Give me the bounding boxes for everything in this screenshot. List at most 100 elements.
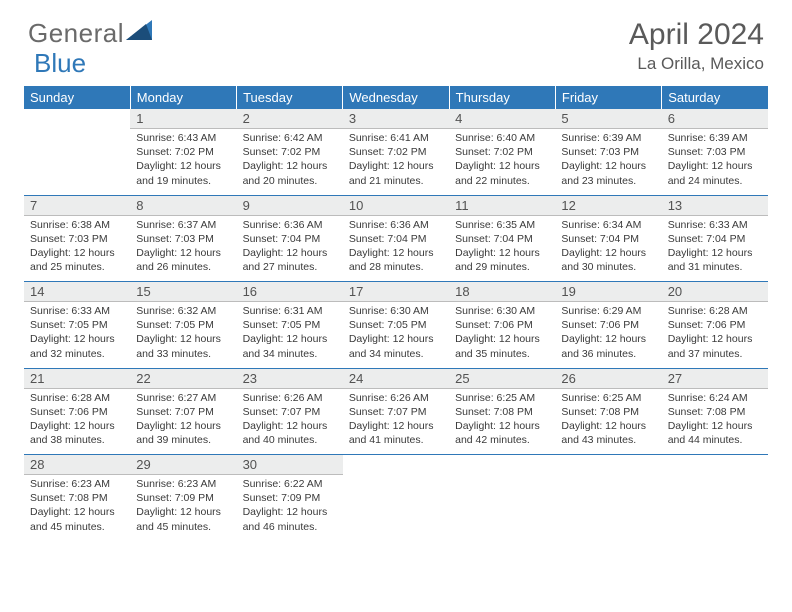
day-details: Sunrise: 6:26 AMSunset: 7:07 PMDaylight:… bbox=[237, 389, 343, 450]
calendar-cell: 25Sunrise: 6:25 AMSunset: 7:08 PMDayligh… bbox=[449, 369, 555, 455]
day-details: Sunrise: 6:42 AMSunset: 7:02 PMDaylight:… bbox=[237, 129, 343, 190]
day-details: Sunrise: 6:39 AMSunset: 7:03 PMDaylight:… bbox=[555, 129, 661, 190]
day-number: 21 bbox=[24, 369, 130, 389]
day-details: Sunrise: 6:22 AMSunset: 7:09 PMDaylight:… bbox=[237, 475, 343, 536]
day-header: Monday bbox=[130, 86, 236, 109]
calendar-cell: 23Sunrise: 6:26 AMSunset: 7:07 PMDayligh… bbox=[237, 369, 343, 455]
day-details: Sunrise: 6:41 AMSunset: 7:02 PMDaylight:… bbox=[343, 129, 449, 190]
page-header: General April 2024 La Orilla, Mexico bbox=[0, 0, 792, 80]
day-details: Sunrise: 6:40 AMSunset: 7:02 PMDaylight:… bbox=[449, 129, 555, 190]
page-title: April 2024 bbox=[629, 18, 764, 52]
day-details: Sunrise: 6:30 AMSunset: 7:05 PMDaylight:… bbox=[343, 302, 449, 363]
calendar-cell: 22Sunrise: 6:27 AMSunset: 7:07 PMDayligh… bbox=[130, 369, 236, 455]
calendar-cell bbox=[24, 109, 130, 195]
day-details: Sunrise: 6:31 AMSunset: 7:05 PMDaylight:… bbox=[237, 302, 343, 363]
day-number: 4 bbox=[449, 109, 555, 129]
calendar-cell: 13Sunrise: 6:33 AMSunset: 7:04 PMDayligh… bbox=[662, 196, 768, 282]
day-number: 26 bbox=[555, 369, 661, 389]
day-number: 25 bbox=[449, 369, 555, 389]
calendar-cell bbox=[662, 455, 768, 541]
day-number: 22 bbox=[130, 369, 236, 389]
day-number: 27 bbox=[662, 369, 768, 389]
day-header: Friday bbox=[555, 86, 661, 109]
day-number: 16 bbox=[237, 282, 343, 302]
day-number: 7 bbox=[24, 196, 130, 216]
calendar-cell: 9Sunrise: 6:36 AMSunset: 7:04 PMDaylight… bbox=[237, 196, 343, 282]
day-number: 18 bbox=[449, 282, 555, 302]
calendar-cell: 29Sunrise: 6:23 AMSunset: 7:09 PMDayligh… bbox=[130, 455, 236, 541]
calendar-week: 28Sunrise: 6:23 AMSunset: 7:08 PMDayligh… bbox=[24, 455, 768, 541]
day-header: Tuesday bbox=[237, 86, 343, 109]
calendar-cell bbox=[449, 455, 555, 541]
calendar-cell bbox=[343, 455, 449, 541]
day-number: 30 bbox=[237, 455, 343, 475]
brand-name-2: Blue bbox=[34, 48, 86, 79]
day-details: Sunrise: 6:36 AMSunset: 7:04 PMDaylight:… bbox=[237, 216, 343, 277]
calendar-cell: 27Sunrise: 6:24 AMSunset: 7:08 PMDayligh… bbox=[662, 369, 768, 455]
day-number: 2 bbox=[237, 109, 343, 129]
location-text: La Orilla, Mexico bbox=[629, 54, 764, 74]
calendar-cell: 3Sunrise: 6:41 AMSunset: 7:02 PMDaylight… bbox=[343, 109, 449, 195]
calendar-cell: 24Sunrise: 6:26 AMSunset: 7:07 PMDayligh… bbox=[343, 369, 449, 455]
day-number: 15 bbox=[130, 282, 236, 302]
calendar-cell: 21Sunrise: 6:28 AMSunset: 7:06 PMDayligh… bbox=[24, 369, 130, 455]
calendar-week: 21Sunrise: 6:28 AMSunset: 7:06 PMDayligh… bbox=[24, 369, 768, 455]
calendar-cell: 12Sunrise: 6:34 AMSunset: 7:04 PMDayligh… bbox=[555, 196, 661, 282]
calendar-cell: 15Sunrise: 6:32 AMSunset: 7:05 PMDayligh… bbox=[130, 282, 236, 368]
day-details: Sunrise: 6:26 AMSunset: 7:07 PMDaylight:… bbox=[343, 389, 449, 450]
calendar-cell: 10Sunrise: 6:36 AMSunset: 7:04 PMDayligh… bbox=[343, 196, 449, 282]
calendar-week: 7Sunrise: 6:38 AMSunset: 7:03 PMDaylight… bbox=[24, 196, 768, 282]
day-details: Sunrise: 6:34 AMSunset: 7:04 PMDaylight:… bbox=[555, 216, 661, 277]
day-details: Sunrise: 6:33 AMSunset: 7:05 PMDaylight:… bbox=[24, 302, 130, 363]
day-details: Sunrise: 6:27 AMSunset: 7:07 PMDaylight:… bbox=[130, 389, 236, 450]
day-number: 23 bbox=[237, 369, 343, 389]
day-details: Sunrise: 6:23 AMSunset: 7:08 PMDaylight:… bbox=[24, 475, 130, 536]
day-details: Sunrise: 6:28 AMSunset: 7:06 PMDaylight:… bbox=[24, 389, 130, 450]
day-details: Sunrise: 6:38 AMSunset: 7:03 PMDaylight:… bbox=[24, 216, 130, 277]
day-number: 11 bbox=[449, 196, 555, 216]
day-number: 6 bbox=[662, 109, 768, 129]
day-details: Sunrise: 6:25 AMSunset: 7:08 PMDaylight:… bbox=[449, 389, 555, 450]
day-details: Sunrise: 6:25 AMSunset: 7:08 PMDaylight:… bbox=[555, 389, 661, 450]
day-number: 19 bbox=[555, 282, 661, 302]
brand-name-1: General bbox=[28, 18, 124, 49]
brand-logo: General bbox=[28, 18, 156, 49]
day-number: 1 bbox=[130, 109, 236, 129]
calendar-cell: 7Sunrise: 6:38 AMSunset: 7:03 PMDaylight… bbox=[24, 196, 130, 282]
calendar-cell: 17Sunrise: 6:30 AMSunset: 7:05 PMDayligh… bbox=[343, 282, 449, 368]
calendar-cell: 14Sunrise: 6:33 AMSunset: 7:05 PMDayligh… bbox=[24, 282, 130, 368]
day-header: Thursday bbox=[449, 86, 555, 109]
day-details: Sunrise: 6:36 AMSunset: 7:04 PMDaylight:… bbox=[343, 216, 449, 277]
day-details: Sunrise: 6:32 AMSunset: 7:05 PMDaylight:… bbox=[130, 302, 236, 363]
day-number: 29 bbox=[130, 455, 236, 475]
calendar-cell: 26Sunrise: 6:25 AMSunset: 7:08 PMDayligh… bbox=[555, 369, 661, 455]
day-details: Sunrise: 6:28 AMSunset: 7:06 PMDaylight:… bbox=[662, 302, 768, 363]
day-details: Sunrise: 6:30 AMSunset: 7:06 PMDaylight:… bbox=[449, 302, 555, 363]
day-details: Sunrise: 6:29 AMSunset: 7:06 PMDaylight:… bbox=[555, 302, 661, 363]
day-header: Saturday bbox=[662, 86, 768, 109]
calendar-table: SundayMondayTuesdayWednesdayThursdayFrid… bbox=[24, 86, 768, 541]
day-number: 3 bbox=[343, 109, 449, 129]
day-number: 8 bbox=[130, 196, 236, 216]
day-number: 20 bbox=[662, 282, 768, 302]
day-number: 5 bbox=[555, 109, 661, 129]
calendar-cell: 1Sunrise: 6:43 AMSunset: 7:02 PMDaylight… bbox=[130, 109, 236, 195]
logo-triangle-icon bbox=[126, 20, 154, 47]
day-details: Sunrise: 6:43 AMSunset: 7:02 PMDaylight:… bbox=[130, 129, 236, 190]
day-number: 13 bbox=[662, 196, 768, 216]
day-details: Sunrise: 6:39 AMSunset: 7:03 PMDaylight:… bbox=[662, 129, 768, 190]
calendar-cell: 16Sunrise: 6:31 AMSunset: 7:05 PMDayligh… bbox=[237, 282, 343, 368]
day-number: 17 bbox=[343, 282, 449, 302]
title-block: April 2024 La Orilla, Mexico bbox=[629, 18, 764, 74]
day-details: Sunrise: 6:37 AMSunset: 7:03 PMDaylight:… bbox=[130, 216, 236, 277]
calendar-cell: 6Sunrise: 6:39 AMSunset: 7:03 PMDaylight… bbox=[662, 109, 768, 195]
calendar-cell: 11Sunrise: 6:35 AMSunset: 7:04 PMDayligh… bbox=[449, 196, 555, 282]
day-header-row: SundayMondayTuesdayWednesdayThursdayFrid… bbox=[24, 86, 768, 109]
day-number: 9 bbox=[237, 196, 343, 216]
calendar-cell: 4Sunrise: 6:40 AMSunset: 7:02 PMDaylight… bbox=[449, 109, 555, 195]
day-details: Sunrise: 6:24 AMSunset: 7:08 PMDaylight:… bbox=[662, 389, 768, 450]
calendar-cell bbox=[555, 455, 661, 541]
calendar-cell: 19Sunrise: 6:29 AMSunset: 7:06 PMDayligh… bbox=[555, 282, 661, 368]
calendar-cell: 30Sunrise: 6:22 AMSunset: 7:09 PMDayligh… bbox=[237, 455, 343, 541]
day-number: 14 bbox=[24, 282, 130, 302]
